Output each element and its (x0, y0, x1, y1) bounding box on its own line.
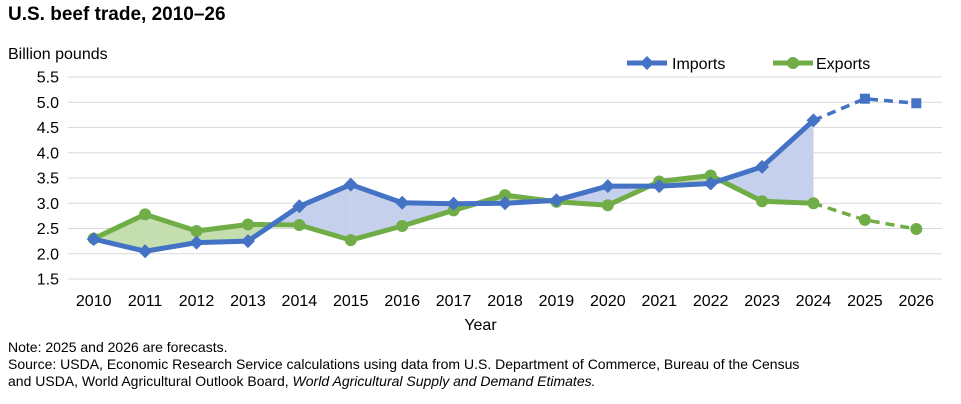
y-tick-label: 1.5 (37, 272, 59, 289)
x-tick-label: 2020 (590, 293, 626, 310)
x-tick-label: 2013 (230, 293, 266, 310)
x-tick-label: 2010 (76, 293, 112, 310)
y-tick-label: 4.5 (37, 120, 59, 137)
x-tick-label: 2016 (384, 293, 420, 310)
difference-fill (93, 120, 814, 252)
imports-point (498, 196, 512, 211)
legend-item-imports: Imports (627, 56, 725, 73)
fill-segment (762, 120, 814, 204)
exports-point (858, 213, 871, 226)
x-tick-label: 2015 (333, 293, 369, 310)
y-axis-label: Billion pounds (8, 46, 108, 63)
fill-segment (196, 224, 248, 243)
y-tick-label: 5.0 (37, 95, 59, 112)
imports-point (189, 235, 204, 250)
fill-segment (720, 166, 763, 202)
exports-point (704, 169, 717, 182)
imports-point (292, 199, 307, 214)
x-tick-label: 2021 (641, 293, 677, 310)
imports-point (652, 179, 667, 194)
exports-point (807, 197, 820, 210)
series-imports (86, 93, 922, 259)
y-tick-label: 5.5 (37, 70, 59, 87)
y-tick-label: 3.0 (37, 196, 59, 213)
y-tick-label: 3.5 (37, 171, 59, 188)
legend: Imports Exports (627, 56, 870, 73)
imports-point (806, 113, 821, 128)
y-tick-label: 2.0 (37, 246, 59, 263)
x-tick-label: 2011 (128, 293, 163, 310)
x-tick-label: 2024 (796, 293, 832, 310)
x-tick-label: 2019 (539, 293, 575, 310)
exports-point (344, 234, 357, 247)
x-tick-label: 2018 (487, 293, 523, 310)
fill-segment (145, 214, 197, 252)
imports-point (703, 176, 718, 191)
exports-point (756, 195, 769, 208)
x-tick-label: 2012 (179, 293, 215, 310)
legend-marker (640, 56, 654, 70)
imports-point (343, 177, 358, 192)
exports-point (601, 199, 614, 212)
imports-point (240, 234, 255, 249)
legend-marker (787, 57, 799, 69)
imports-point (395, 195, 410, 210)
y-tick-label: 2.5 (37, 221, 59, 238)
x-tick-label: 2025 (847, 293, 883, 310)
exports-forecast-line (812, 201, 917, 231)
y-tick-label: 4.0 (37, 145, 59, 162)
exports-point (396, 219, 409, 232)
imports-forecast-line (812, 96, 917, 123)
legend-label: Imports (672, 56, 725, 73)
x-tick-label: 2014 (282, 293, 318, 310)
imports-point (86, 232, 101, 247)
source-publication-title: World Agricultural Supply and Demand Eti… (292, 373, 596, 389)
imports-point (446, 196, 461, 211)
imports-point (911, 98, 922, 109)
x-tick-label: 2026 (898, 293, 934, 310)
legend-item-exports: Exports (773, 56, 870, 73)
imports-point (600, 179, 615, 194)
imports-point (755, 159, 770, 174)
x-tick-labels: 2010 2011 2012 2013 2014 2015 2016 2017 2018 2019… (76, 293, 934, 310)
imports-point (138, 244, 153, 259)
exports-point (139, 208, 152, 221)
exports-point (190, 225, 203, 238)
exports-point (293, 218, 306, 231)
imports-point (549, 193, 564, 208)
x-tick-label: 2023 (744, 293, 780, 310)
exports-point (241, 218, 254, 231)
forecast-note: Note: 2025 and 2026 are forecasts. (8, 339, 228, 355)
exports-point (910, 223, 923, 236)
exports-point (499, 189, 511, 202)
imports-point (859, 93, 870, 104)
series (86, 93, 923, 259)
source-line-2: and USDA, World Agricultural Outlook Boa… (8, 373, 799, 390)
y-tick-labels: 1.5 2.0 2.5 3.0 3.5 4.0 4.5 5.0 5.5 (37, 70, 59, 289)
x-axis-label: Year (464, 317, 497, 334)
source-line-2-text: and USDA, World Agricultural Outlook Boa… (8, 373, 293, 389)
x-tick-label: 2017 (436, 293, 472, 310)
source-line-1: Source: USDA, Economic Research Service … (8, 356, 800, 372)
legend-label: Exports (816, 56, 870, 73)
footnote: Note: 2025 and 2026 are forecasts. Sourc… (8, 339, 799, 390)
chart-title: U.S. beef trade, 2010–26 (8, 4, 226, 25)
x-tick-label: 2022 (693, 293, 729, 310)
